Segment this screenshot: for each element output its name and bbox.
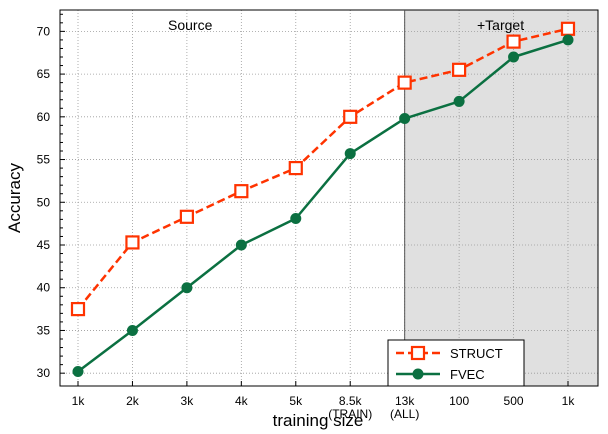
point-fvec-5 bbox=[344, 148, 356, 160]
legend: STRUCT FVEC bbox=[387, 339, 525, 387]
point-struct-3 bbox=[234, 184, 249, 199]
point-struct-9 bbox=[560, 21, 576, 36]
region-label-source: Source bbox=[168, 17, 213, 33]
legend-swatch-fvec-marker bbox=[412, 368, 424, 380]
y-tick-label-30: 30 bbox=[37, 366, 51, 380]
x-tick-label-1: 2k bbox=[126, 394, 140, 408]
point-fvec-7 bbox=[453, 95, 465, 107]
x-tick-sublabel-6: (ALL) bbox=[390, 407, 419, 421]
point-struct-0 bbox=[70, 301, 86, 317]
target-region-fill bbox=[404, 10, 598, 386]
series-struct bbox=[70, 21, 576, 317]
y-tick-labels: 30 35 40 45 50 55 60 65 70 bbox=[37, 24, 51, 380]
x-tick-label-2: 3k bbox=[181, 394, 195, 408]
x-tick-labels: 1k 2k 3k 4k 5k 8.5k(TRAIN) 13k(ALL) 100 500 1k bbox=[72, 394, 576, 421]
plot-area-frame bbox=[59, 9, 599, 387]
point-struct-7 bbox=[452, 62, 467, 77]
x-axis-title: training size bbox=[273, 411, 364, 430]
legend-swatch-struct-marker bbox=[410, 345, 426, 361]
y-tick-label-55: 55 bbox=[37, 153, 51, 167]
legend-label-fvec: FVEC bbox=[450, 367, 485, 382]
point-fvec-2 bbox=[181, 282, 193, 294]
point-struct-8 bbox=[506, 34, 521, 49]
y-tick-label-70: 70 bbox=[37, 24, 51, 38]
x-tick-label-4: 5k bbox=[289, 394, 303, 408]
y-tick-label-65: 65 bbox=[37, 67, 51, 81]
series bbox=[70, 21, 576, 377]
x-tick-label-3: 4k bbox=[235, 394, 249, 408]
x-tick-label-7: 100 bbox=[449, 394, 469, 408]
y-tick-label-60: 60 bbox=[37, 110, 51, 124]
x-tick-sublabel-5: (TRAIN) bbox=[328, 407, 372, 421]
x-tick-label-5: 8.5k bbox=[339, 394, 363, 408]
series-line-fvec bbox=[77, 38, 569, 373]
x-tick-label-6: 13k bbox=[395, 394, 415, 408]
x-tick-label-8: 500 bbox=[504, 394, 524, 408]
point-fvec-9 bbox=[562, 34, 574, 46]
target-region-shading bbox=[404, 10, 598, 386]
legend-label-struct: STRUCT bbox=[450, 346, 503, 361]
point-struct-1 bbox=[125, 235, 140, 250]
series-fvec bbox=[72, 34, 574, 377]
point-struct-5 bbox=[343, 109, 358, 124]
point-struct-4 bbox=[288, 160, 303, 176]
point-fvec-4 bbox=[290, 213, 302, 225]
series-line-struct bbox=[77, 27, 569, 310]
y-tick-label-35: 35 bbox=[37, 323, 51, 337]
x-tick-label-9: 1k bbox=[562, 394, 576, 408]
y-tick-label-50: 50 bbox=[37, 195, 51, 209]
x-tick-label-0: 1k bbox=[72, 394, 86, 408]
point-struct-2 bbox=[179, 209, 194, 224]
y-axis-title: Accuracy bbox=[5, 163, 24, 233]
legend-box bbox=[387, 339, 525, 387]
point-fvec-1 bbox=[126, 324, 138, 336]
point-fvec-3 bbox=[235, 239, 247, 251]
point-fvec-8 bbox=[508, 51, 520, 63]
y-tick-label-40: 40 bbox=[37, 281, 51, 295]
point-fvec-6 bbox=[399, 113, 411, 125]
y-tick-label-45: 45 bbox=[37, 238, 51, 252]
point-fvec-0 bbox=[72, 365, 84, 377]
region-label-target: +Target bbox=[477, 17, 524, 33]
point-struct-6 bbox=[397, 75, 412, 90]
